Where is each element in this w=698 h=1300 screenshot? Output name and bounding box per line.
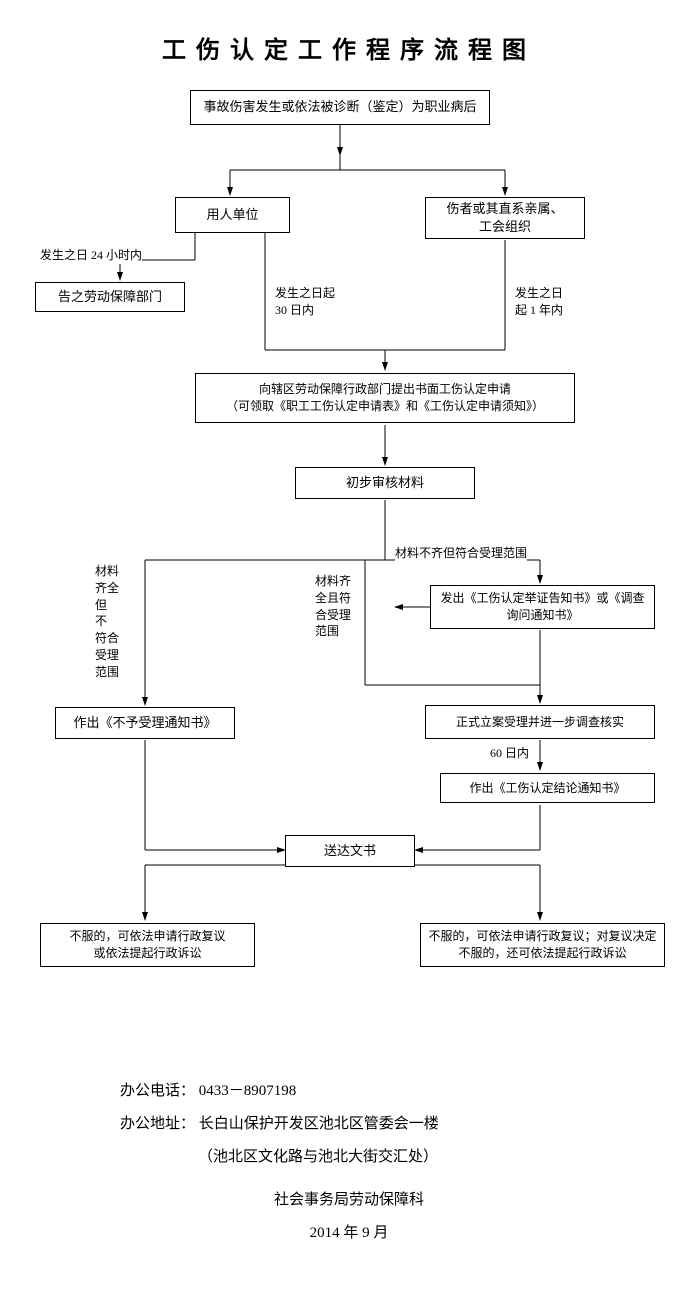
node-employer: 用人单位 — [175, 197, 290, 233]
footer-addr: 办公地址： 长白山保护开发区池北区管委会一楼 — [120, 1108, 698, 1141]
label-incomplete-in-scope: 材料不齐但符合受理范围 — [395, 545, 527, 562]
node-disagree-left: 不服的，可依法申请行政复议 或依法提起行政诉讼 — [40, 923, 255, 967]
addr-value-2: （池北区文化路与池北大街交汇处） — [198, 1149, 438, 1165]
phone-value: 0433－8907198 — [199, 1083, 297, 1099]
label-60d: 60 日内 — [490, 745, 529, 762]
page-title: 工伤认定工作程序流程图 — [0, 0, 698, 85]
node-victim: 伤者或其直系亲属、 工会组织 — [425, 197, 585, 239]
addr-value-1: 长白山保护开发区池北区管委会一楼 — [199, 1116, 439, 1132]
label-complete-no-scope: 材料 齐全 但 不 符合 受理 范围 — [95, 563, 119, 681]
node-notify-dept: 告之劳动保障部门 — [35, 282, 185, 312]
label-30d: 发生之日起 30 日内 — [275, 285, 335, 319]
node-submit-app: 向辖区劳动保障行政部门提出书面工伤认定申请 （可领取《职工工伤认定申请表》和《工… — [195, 373, 575, 423]
footer-date: 2014 年 9 月 — [0, 1217, 698, 1250]
flowchart-canvas: 事故伤害发生或依法被诊断（鉴定）为职业病后 用人单位 伤者或其直系亲属、 工会组… — [0, 85, 698, 1045]
node-disagree-right: 不服的，可依法申请行政复议；对复议决定不服的，还可依法提起行政诉讼 — [420, 923, 665, 967]
label-1y: 发生之日 起 1 年内 — [515, 285, 563, 319]
node-accept-investigate: 正式立案受理并进一步调查核实 — [425, 705, 655, 739]
node-start: 事故伤害发生或依法被诊断（鉴定）为职业病后 — [190, 90, 490, 125]
label-complete-in-scope: 材料齐 全且符 合受理 范围 — [315, 573, 351, 640]
addr-label: 办公地址： — [120, 1116, 195, 1132]
footer-dept: 社会事务局劳动保障科 — [0, 1184, 698, 1217]
node-evidence-notice: 发出《工伤认定举证告知书》或《调查询问通知书》 — [430, 585, 655, 629]
footer-addr2: （池北区文化路与池北大街交汇处） — [120, 1141, 698, 1174]
node-review: 初步审核材料 — [295, 467, 475, 499]
node-reject-notice: 作出《不予受理通知书》 — [55, 707, 235, 739]
phone-label: 办公电话： — [120, 1083, 195, 1099]
label-24h: 发生之日 24 小时内 — [40, 247, 142, 264]
node-conclusion: 作出《工伤认定结论通知书》 — [440, 773, 655, 803]
footer-phone: 办公电话： 0433－8907198 — [120, 1075, 698, 1108]
node-deliver: 送达文书 — [285, 835, 415, 867]
footer: 办公电话： 0433－8907198 办公地址： 长白山保护开发区池北区管委会一… — [0, 1045, 698, 1290]
